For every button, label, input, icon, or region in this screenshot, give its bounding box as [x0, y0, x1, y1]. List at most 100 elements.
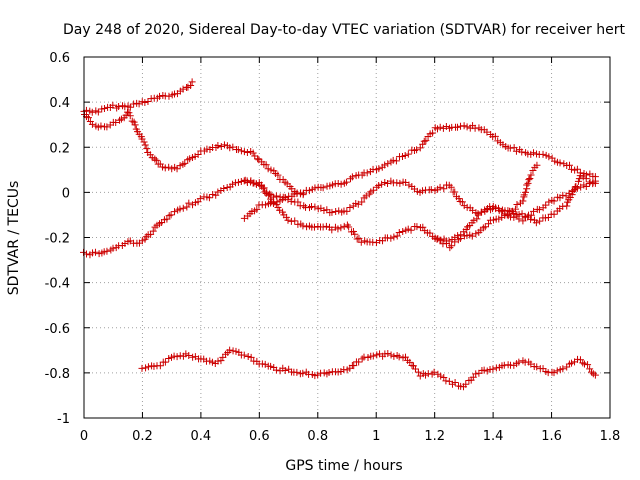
data-point	[433, 235, 441, 243]
data-point	[270, 193, 278, 201]
data-point	[126, 103, 134, 111]
data-point	[369, 186, 377, 194]
data-point	[209, 190, 217, 198]
data-point	[525, 176, 533, 184]
data-point	[112, 119, 120, 127]
data-point	[261, 360, 269, 368]
x-tick-label: 1.2	[424, 429, 445, 444]
data-point	[173, 165, 181, 173]
data-point	[524, 179, 532, 187]
data-point	[568, 191, 576, 199]
x-axis-label: GPS time / hours	[285, 458, 402, 474]
data-point	[254, 155, 262, 163]
data-point	[430, 368, 438, 376]
data-point	[521, 188, 529, 196]
data-point	[527, 171, 535, 179]
data-point	[533, 363, 541, 371]
data-point	[369, 352, 377, 360]
data-point	[176, 205, 184, 213]
data-point	[244, 352, 252, 360]
data-point	[518, 210, 526, 218]
data-point	[384, 350, 392, 358]
series-track-1	[80, 78, 196, 116]
data-point	[163, 215, 171, 223]
y-tick-label: 0.6	[49, 51, 70, 66]
data-point	[358, 198, 366, 206]
x-tick-label: 0	[80, 429, 88, 444]
x-tick-label: 0.4	[191, 429, 212, 444]
data-point	[294, 198, 302, 206]
data-point	[305, 187, 313, 195]
data-point	[456, 234, 464, 242]
data-point	[591, 173, 599, 181]
data-point	[556, 159, 564, 167]
data-point	[266, 190, 274, 198]
data-point	[396, 179, 404, 187]
data-point	[579, 359, 587, 367]
data-point	[437, 372, 445, 380]
data-point	[337, 224, 345, 232]
data-point	[489, 365, 497, 373]
data-point	[262, 161, 270, 169]
data-point	[226, 346, 234, 354]
data-point	[229, 180, 237, 188]
data-point	[320, 206, 328, 214]
data-point	[363, 169, 371, 177]
data-point	[299, 369, 307, 377]
data-point	[357, 238, 365, 246]
data-point	[179, 85, 187, 93]
data-point	[179, 204, 187, 212]
data-point	[272, 366, 280, 374]
data-point	[416, 144, 424, 152]
data-point	[249, 179, 257, 187]
data-point	[121, 239, 129, 247]
data-point	[267, 166, 275, 174]
data-point	[311, 372, 319, 380]
data-point	[84, 114, 92, 122]
data-point	[442, 377, 450, 385]
data-point	[240, 351, 248, 359]
data-point	[358, 355, 366, 363]
data-point	[144, 97, 152, 105]
data-point	[237, 177, 245, 185]
data-point	[582, 182, 590, 190]
data-point	[448, 242, 456, 250]
data-point	[429, 129, 437, 137]
data-point	[571, 183, 579, 191]
data-point	[337, 180, 345, 188]
y-tick-label: -1	[57, 412, 70, 427]
y-tick-label: -0.4	[45, 277, 70, 292]
data-point	[332, 208, 340, 216]
data-point	[260, 184, 268, 192]
data-point	[173, 353, 181, 361]
y-axis-label: SDTVAR / TECUs	[6, 181, 22, 296]
data-point	[569, 187, 577, 195]
data-point	[291, 217, 299, 225]
data-point	[483, 128, 491, 136]
data-point	[506, 144, 514, 152]
data-point	[395, 353, 403, 361]
data-point	[88, 108, 96, 116]
data-point	[267, 362, 275, 370]
data-point	[443, 240, 451, 248]
data-point	[574, 177, 582, 185]
data-point	[413, 146, 421, 154]
data-point	[519, 217, 527, 225]
data-point	[470, 216, 478, 224]
y-tick-label: -0.2	[45, 232, 70, 247]
data-point	[422, 137, 430, 145]
data-point	[287, 197, 295, 205]
data-point	[420, 137, 428, 145]
data-point	[234, 146, 242, 154]
axis-ticks: 0 0.2 0.4 0.6 0.8 1 1.2 1.4 1.6 1.8 -1 -0.8 -0.6 -0.4…	[45, 51, 621, 444]
data-point	[220, 184, 228, 192]
data-point	[473, 215, 481, 223]
data-point	[591, 179, 599, 187]
data-point	[334, 225, 342, 233]
data-point	[325, 368, 333, 376]
data-point	[282, 213, 290, 221]
data-point	[319, 184, 327, 192]
data-point	[141, 141, 149, 149]
data-point	[284, 196, 292, 204]
data-point	[545, 153, 553, 161]
